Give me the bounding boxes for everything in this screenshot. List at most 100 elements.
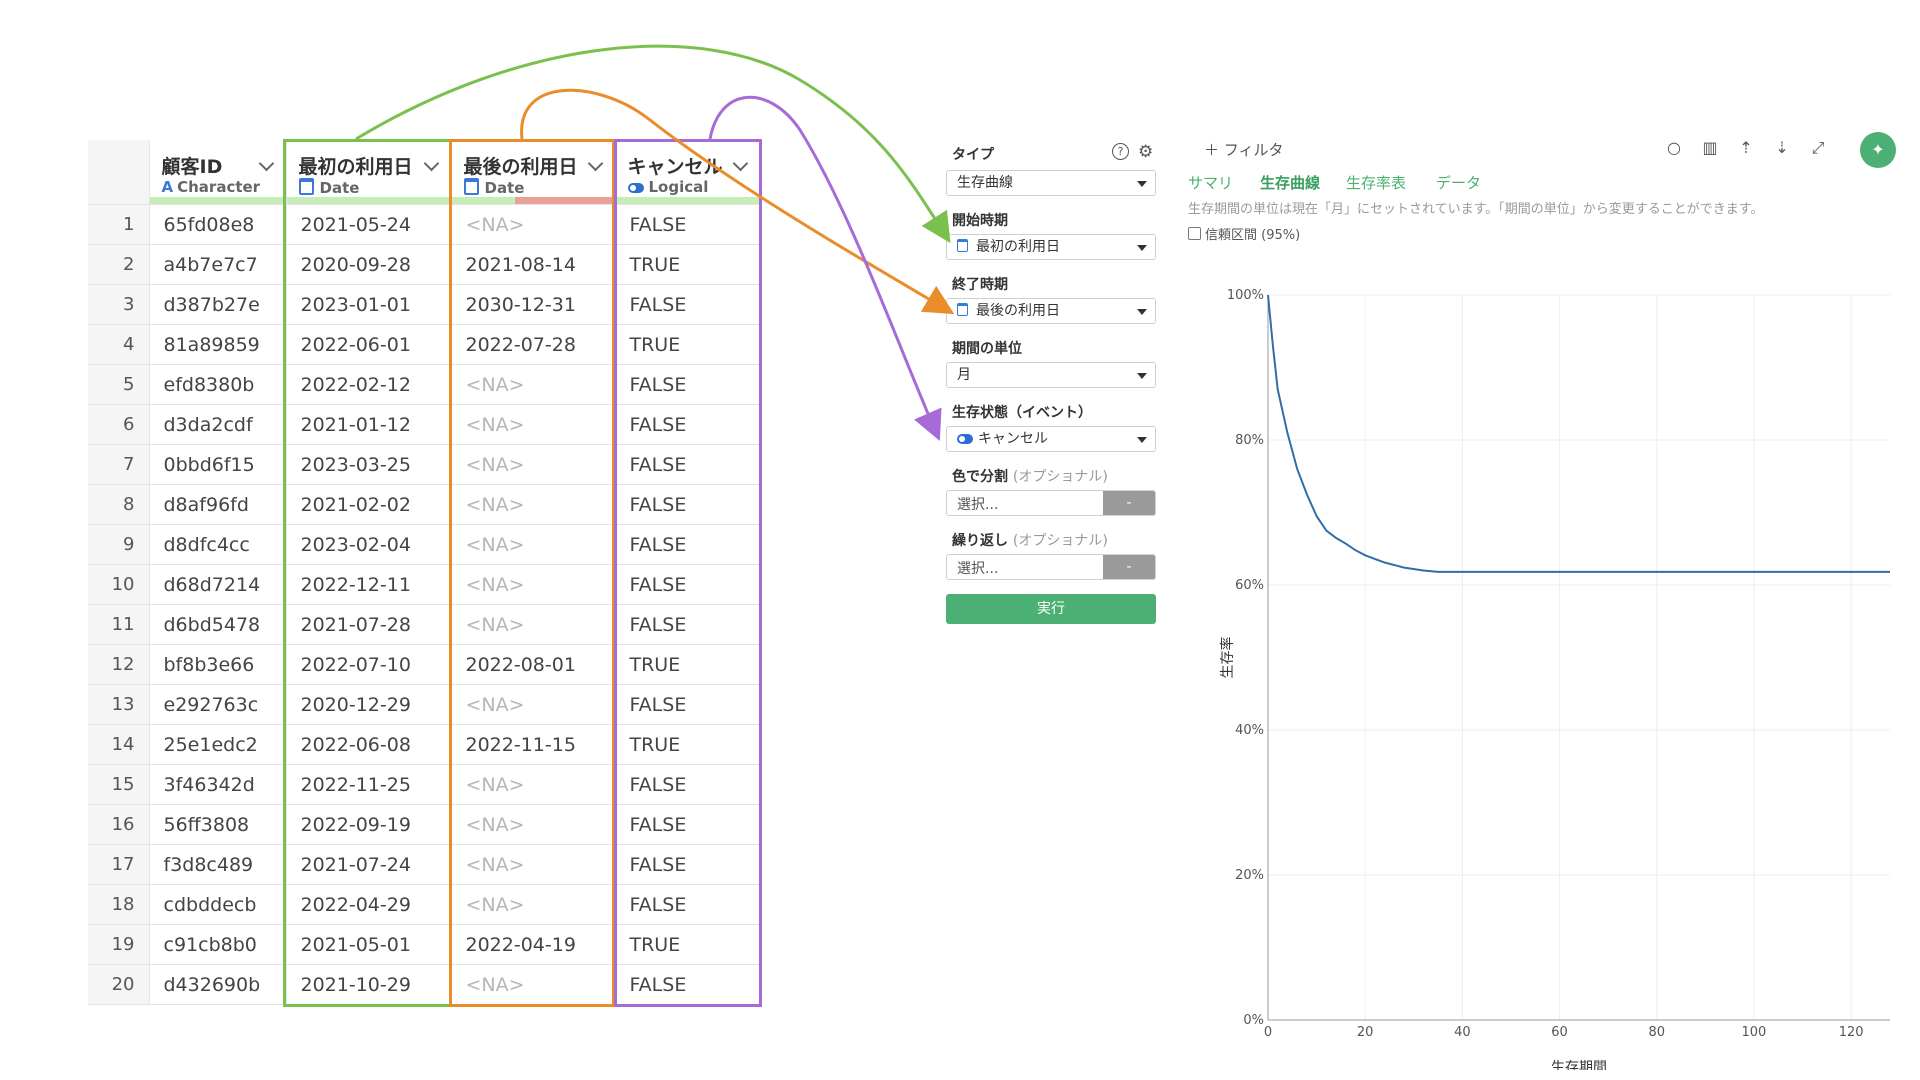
cancel-cell[interactable]: FALSE [615, 564, 761, 605]
last-use-cell[interactable]: 2022-04-19 [451, 924, 616, 965]
cancel-cell[interactable]: FALSE [615, 204, 761, 245]
customer-id-cell[interactable]: 0bbd6f15 [149, 444, 287, 485]
cancel-cell[interactable]: FALSE [615, 284, 761, 325]
pin-icon[interactable]: ✦ [1860, 132, 1896, 168]
tab-survival-table[interactable]: 生存率表 [1346, 174, 1407, 192]
customer-id-cell[interactable]: d68d7214 [149, 564, 287, 605]
customer-id-cell[interactable]: 65fd08e8 [149, 204, 287, 245]
cancel-cell[interactable]: TRUE [615, 244, 761, 285]
customer-id-cell[interactable]: 3f46342d [149, 764, 287, 805]
last-use-cell[interactable]: 2021-08-14 [451, 244, 616, 285]
cancel-cell[interactable]: FALSE [615, 364, 761, 405]
last-use-cell[interactable]: <NA> [451, 444, 616, 485]
first-use-cell[interactable]: 2021-01-12 [286, 404, 452, 445]
last-use-cell[interactable]: <NA> [451, 484, 616, 525]
comment-icon[interactable]: ○ [1667, 138, 1681, 157]
customer-id-cell[interactable]: 56ff3808 [149, 804, 287, 845]
last-use-cell[interactable]: 2030-12-31 [451, 284, 616, 325]
upload-icon[interactable]: ⇡ [1739, 138, 1753, 157]
last-use-cell[interactable]: 2022-08-01 [451, 644, 616, 685]
last-use-cell[interactable]: <NA> [451, 564, 616, 605]
cancel-cell[interactable]: FALSE [615, 884, 761, 925]
expand-icon[interactable]: ⤢ [1811, 138, 1825, 157]
column-header-cancel[interactable]: キャンセル Logical [615, 140, 761, 205]
customer-id-cell[interactable]: d387b27e [149, 284, 287, 325]
first-use-cell[interactable]: 2023-01-01 [286, 284, 452, 325]
first-use-cell[interactable]: 2020-09-28 [286, 244, 452, 285]
column-header-customer-id[interactable]: 顧客ID A Character [149, 140, 287, 205]
customer-id-cell[interactable]: bf8b3e66 [149, 644, 287, 685]
help-icon[interactable]: ? [1112, 143, 1129, 160]
gear-icon[interactable]: ⚙ [1138, 142, 1154, 162]
first-use-cell[interactable]: 2022-06-01 [286, 324, 452, 365]
customer-id-cell[interactable]: d8af96fd [149, 484, 287, 525]
filter-button[interactable]: ＋ フィルタ [1204, 139, 1284, 160]
column-header-last-use[interactable]: 最後の利用日 Date [451, 140, 616, 205]
tab-survival-curve[interactable]: 生存曲線 [1260, 174, 1321, 192]
first-use-cell[interactable]: 2021-02-02 [286, 484, 452, 525]
cancel-cell[interactable]: TRUE [615, 644, 761, 685]
unit-select[interactable]: 月 [946, 362, 1156, 388]
cancel-cell[interactable]: TRUE [615, 324, 761, 365]
start-select[interactable]: 最初の利用日 [946, 234, 1156, 260]
cancel-cell[interactable]: FALSE [615, 444, 761, 485]
first-use-cell[interactable]: 2021-07-24 [286, 844, 452, 885]
repeat-select[interactable]: 選択... - [946, 554, 1156, 580]
type-select[interactable]: 生存曲線 [946, 170, 1156, 196]
first-use-cell[interactable]: 2022-06-08 [286, 724, 452, 765]
last-use-cell[interactable]: <NA> [451, 884, 616, 925]
cancel-cell[interactable]: FALSE [615, 804, 761, 845]
customer-id-cell[interactable]: c91cb8b0 [149, 924, 287, 965]
customer-id-cell[interactable]: d6bd5478 [149, 604, 287, 645]
last-use-cell[interactable]: <NA> [451, 364, 616, 405]
cancel-cell[interactable]: TRUE [615, 924, 761, 965]
customer-id-cell[interactable]: d432690b [149, 964, 287, 1005]
cancel-cell[interactable]: FALSE [615, 844, 761, 885]
bar-chart-icon[interactable]: ▥ [1702, 138, 1718, 157]
last-use-cell[interactable]: <NA> [451, 764, 616, 805]
tab-data[interactable]: データ [1436, 174, 1482, 192]
last-use-cell[interactable]: <NA> [451, 804, 616, 845]
last-use-cell[interactable]: <NA> [451, 604, 616, 645]
first-use-cell[interactable]: 2021-07-28 [286, 604, 452, 645]
cancel-cell[interactable]: FALSE [615, 764, 761, 805]
color-clear-button[interactable]: - [1103, 491, 1155, 515]
cancel-cell[interactable]: FALSE [615, 684, 761, 725]
customer-id-cell[interactable]: cdbddecb [149, 884, 287, 925]
customer-id-cell[interactable]: 81a89859 [149, 324, 287, 365]
customer-id-cell[interactable]: d8dfc4cc [149, 524, 287, 565]
first-use-cell[interactable]: 2023-02-04 [286, 524, 452, 565]
last-use-cell[interactable]: <NA> [451, 684, 616, 725]
download-icon[interactable]: ⇣ [1775, 138, 1789, 157]
last-use-cell[interactable]: <NA> [451, 844, 616, 885]
status-select[interactable]: キャンセル [946, 426, 1156, 452]
first-use-cell[interactable]: 2022-04-29 [286, 884, 452, 925]
customer-id-cell[interactable]: efd8380b [149, 364, 287, 405]
last-use-cell[interactable]: <NA> [451, 404, 616, 445]
cancel-cell[interactable]: FALSE [615, 964, 761, 1005]
cancel-cell[interactable]: FALSE [615, 524, 761, 565]
run-button[interactable]: 実行 [946, 594, 1156, 624]
customer-id-cell[interactable]: 25e1edc2 [149, 724, 287, 765]
last-use-cell[interactable]: 2022-07-28 [451, 324, 616, 365]
last-use-cell[interactable]: <NA> [451, 204, 616, 245]
color-select[interactable]: 選択... - [946, 490, 1156, 516]
first-use-cell[interactable]: 2022-12-11 [286, 564, 452, 605]
first-use-cell[interactable]: 2021-05-24 [286, 204, 452, 245]
column-header-first-use[interactable]: 最初の利用日 Date [286, 140, 452, 205]
first-use-cell[interactable]: 2022-07-10 [286, 644, 452, 685]
first-use-cell[interactable]: 2020-12-29 [286, 684, 452, 725]
end-select[interactable]: 最後の利用日 [946, 298, 1156, 324]
customer-id-cell[interactable]: d3da2cdf [149, 404, 287, 445]
cancel-cell[interactable]: FALSE [615, 604, 761, 645]
confidence-interval-checkbox[interactable]: 信頼区間 (95%) [1188, 224, 1300, 243]
cancel-cell[interactable]: TRUE [615, 724, 761, 765]
last-use-cell[interactable]: <NA> [451, 524, 616, 565]
first-use-cell[interactable]: 2021-10-29 [286, 964, 452, 1005]
first-use-cell[interactable]: 2023-03-25 [286, 444, 452, 485]
first-use-cell[interactable]: 2022-09-19 [286, 804, 452, 845]
customer-id-cell[interactable]: f3d8c489 [149, 844, 287, 885]
repeat-clear-button[interactable]: - [1103, 555, 1155, 579]
first-use-cell[interactable]: 2022-11-25 [286, 764, 452, 805]
tab-summary[interactable]: サマリ [1188, 174, 1234, 192]
